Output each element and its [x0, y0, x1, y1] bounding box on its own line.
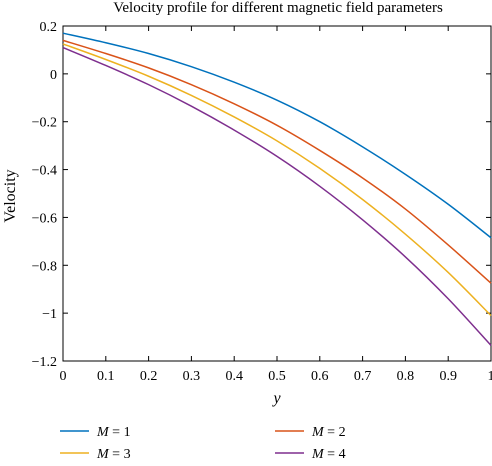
legend-label: M = 3	[96, 447, 131, 462]
x-tick-label: 0.7	[354, 369, 372, 384]
y-tick-label: −0.2	[32, 116, 57, 131]
series-lines	[62, 32, 492, 346]
y-tick-label: −0.4	[32, 164, 57, 179]
series-line-m3	[62, 43, 492, 317]
x-axis-title: y	[271, 390, 281, 407]
x-tick-label: 0.8	[397, 369, 415, 384]
y-tick-label: −0.6	[32, 211, 57, 226]
plot-area	[62, 25, 492, 362]
x-tick-label: 0.2	[140, 369, 158, 384]
series-line-m1	[62, 32, 492, 239]
x-tick-label: 0.4	[225, 369, 243, 384]
legend-item-m4: M = 4	[275, 447, 346, 462]
y-tick-label: 0	[50, 68, 57, 83]
series-line-m2	[62, 39, 492, 284]
x-axis-ticks: 0 0.1 0.2 0.3 0.4 0.5 0.6 0.7 0.8 0.9 1	[60, 26, 492, 384]
x-tick-label: 0	[60, 369, 67, 384]
legend-item-m3: M = 3	[60, 447, 131, 462]
x-tick-label: 0.9	[439, 369, 457, 384]
legend-item-m2: M = 2	[275, 425, 346, 440]
y-axis-ticks: 0.2 0 −0.2 −0.4 −0.6 −0.8 −1 −1.2	[32, 20, 491, 370]
legend-item-m1: M = 1	[60, 425, 131, 440]
legend: M = 1 M = 2 M = 3 M = 4	[60, 425, 346, 462]
chart-title: Velocity profile for different magnetic …	[113, 0, 443, 16]
y-axis-title: Velocity	[2, 169, 19, 222]
y-tick-label: −1.2	[32, 355, 57, 370]
x-tick-label: 0.5	[268, 369, 286, 384]
y-tick-label: −0.8	[32, 259, 57, 274]
x-tick-label: 0.6	[311, 369, 329, 384]
legend-label: M = 1	[96, 425, 131, 440]
y-tick-label: −1	[42, 307, 57, 322]
series-line-m4	[62, 46, 492, 346]
legend-label: M = 4	[311, 447, 346, 462]
x-tick-label: 1	[488, 369, 492, 384]
x-tick-label: 0.1	[97, 369, 115, 384]
y-tick-label: 0.2	[40, 20, 58, 35]
x-tick-label: 0.3	[183, 369, 201, 384]
legend-label: M = 2	[311, 425, 346, 440]
